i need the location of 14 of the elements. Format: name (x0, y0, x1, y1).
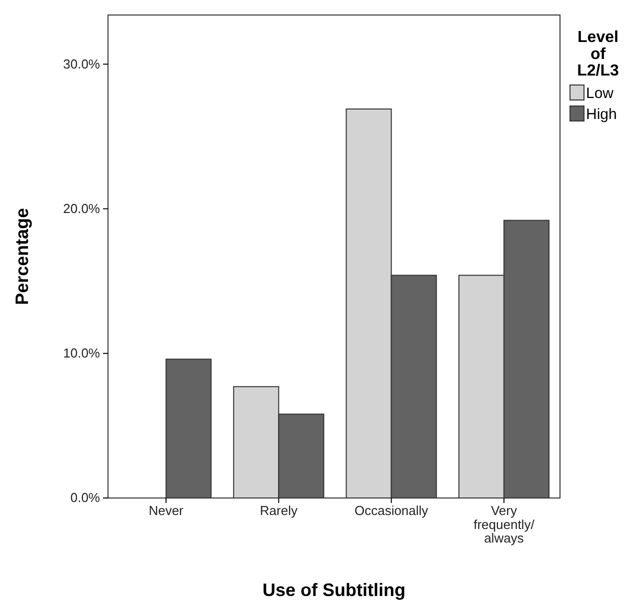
legend-label: Low (586, 85, 614, 102)
y-tick-label: 10.0% (63, 346, 100, 361)
y-axis-title: Percentage (12, 208, 32, 306)
bar (166, 358, 212, 498)
x-tick-label: Never (148, 503, 184, 518)
y-tick-label: 20.0% (63, 200, 100, 216)
x-tick-label: Occasionally (354, 503, 429, 518)
y-tick-label: 30.0% (63, 56, 100, 72)
x-tick-label: Very frequently/ always (474, 503, 535, 546)
y-tick-label: 0.0% (70, 490, 100, 506)
x-axis-title: Use of Subtitling (262, 580, 406, 600)
legend-label: High (586, 106, 617, 123)
legend-title: Level of L2/L3 (577, 29, 619, 80)
x-tick-label: Rarely (260, 503, 298, 518)
